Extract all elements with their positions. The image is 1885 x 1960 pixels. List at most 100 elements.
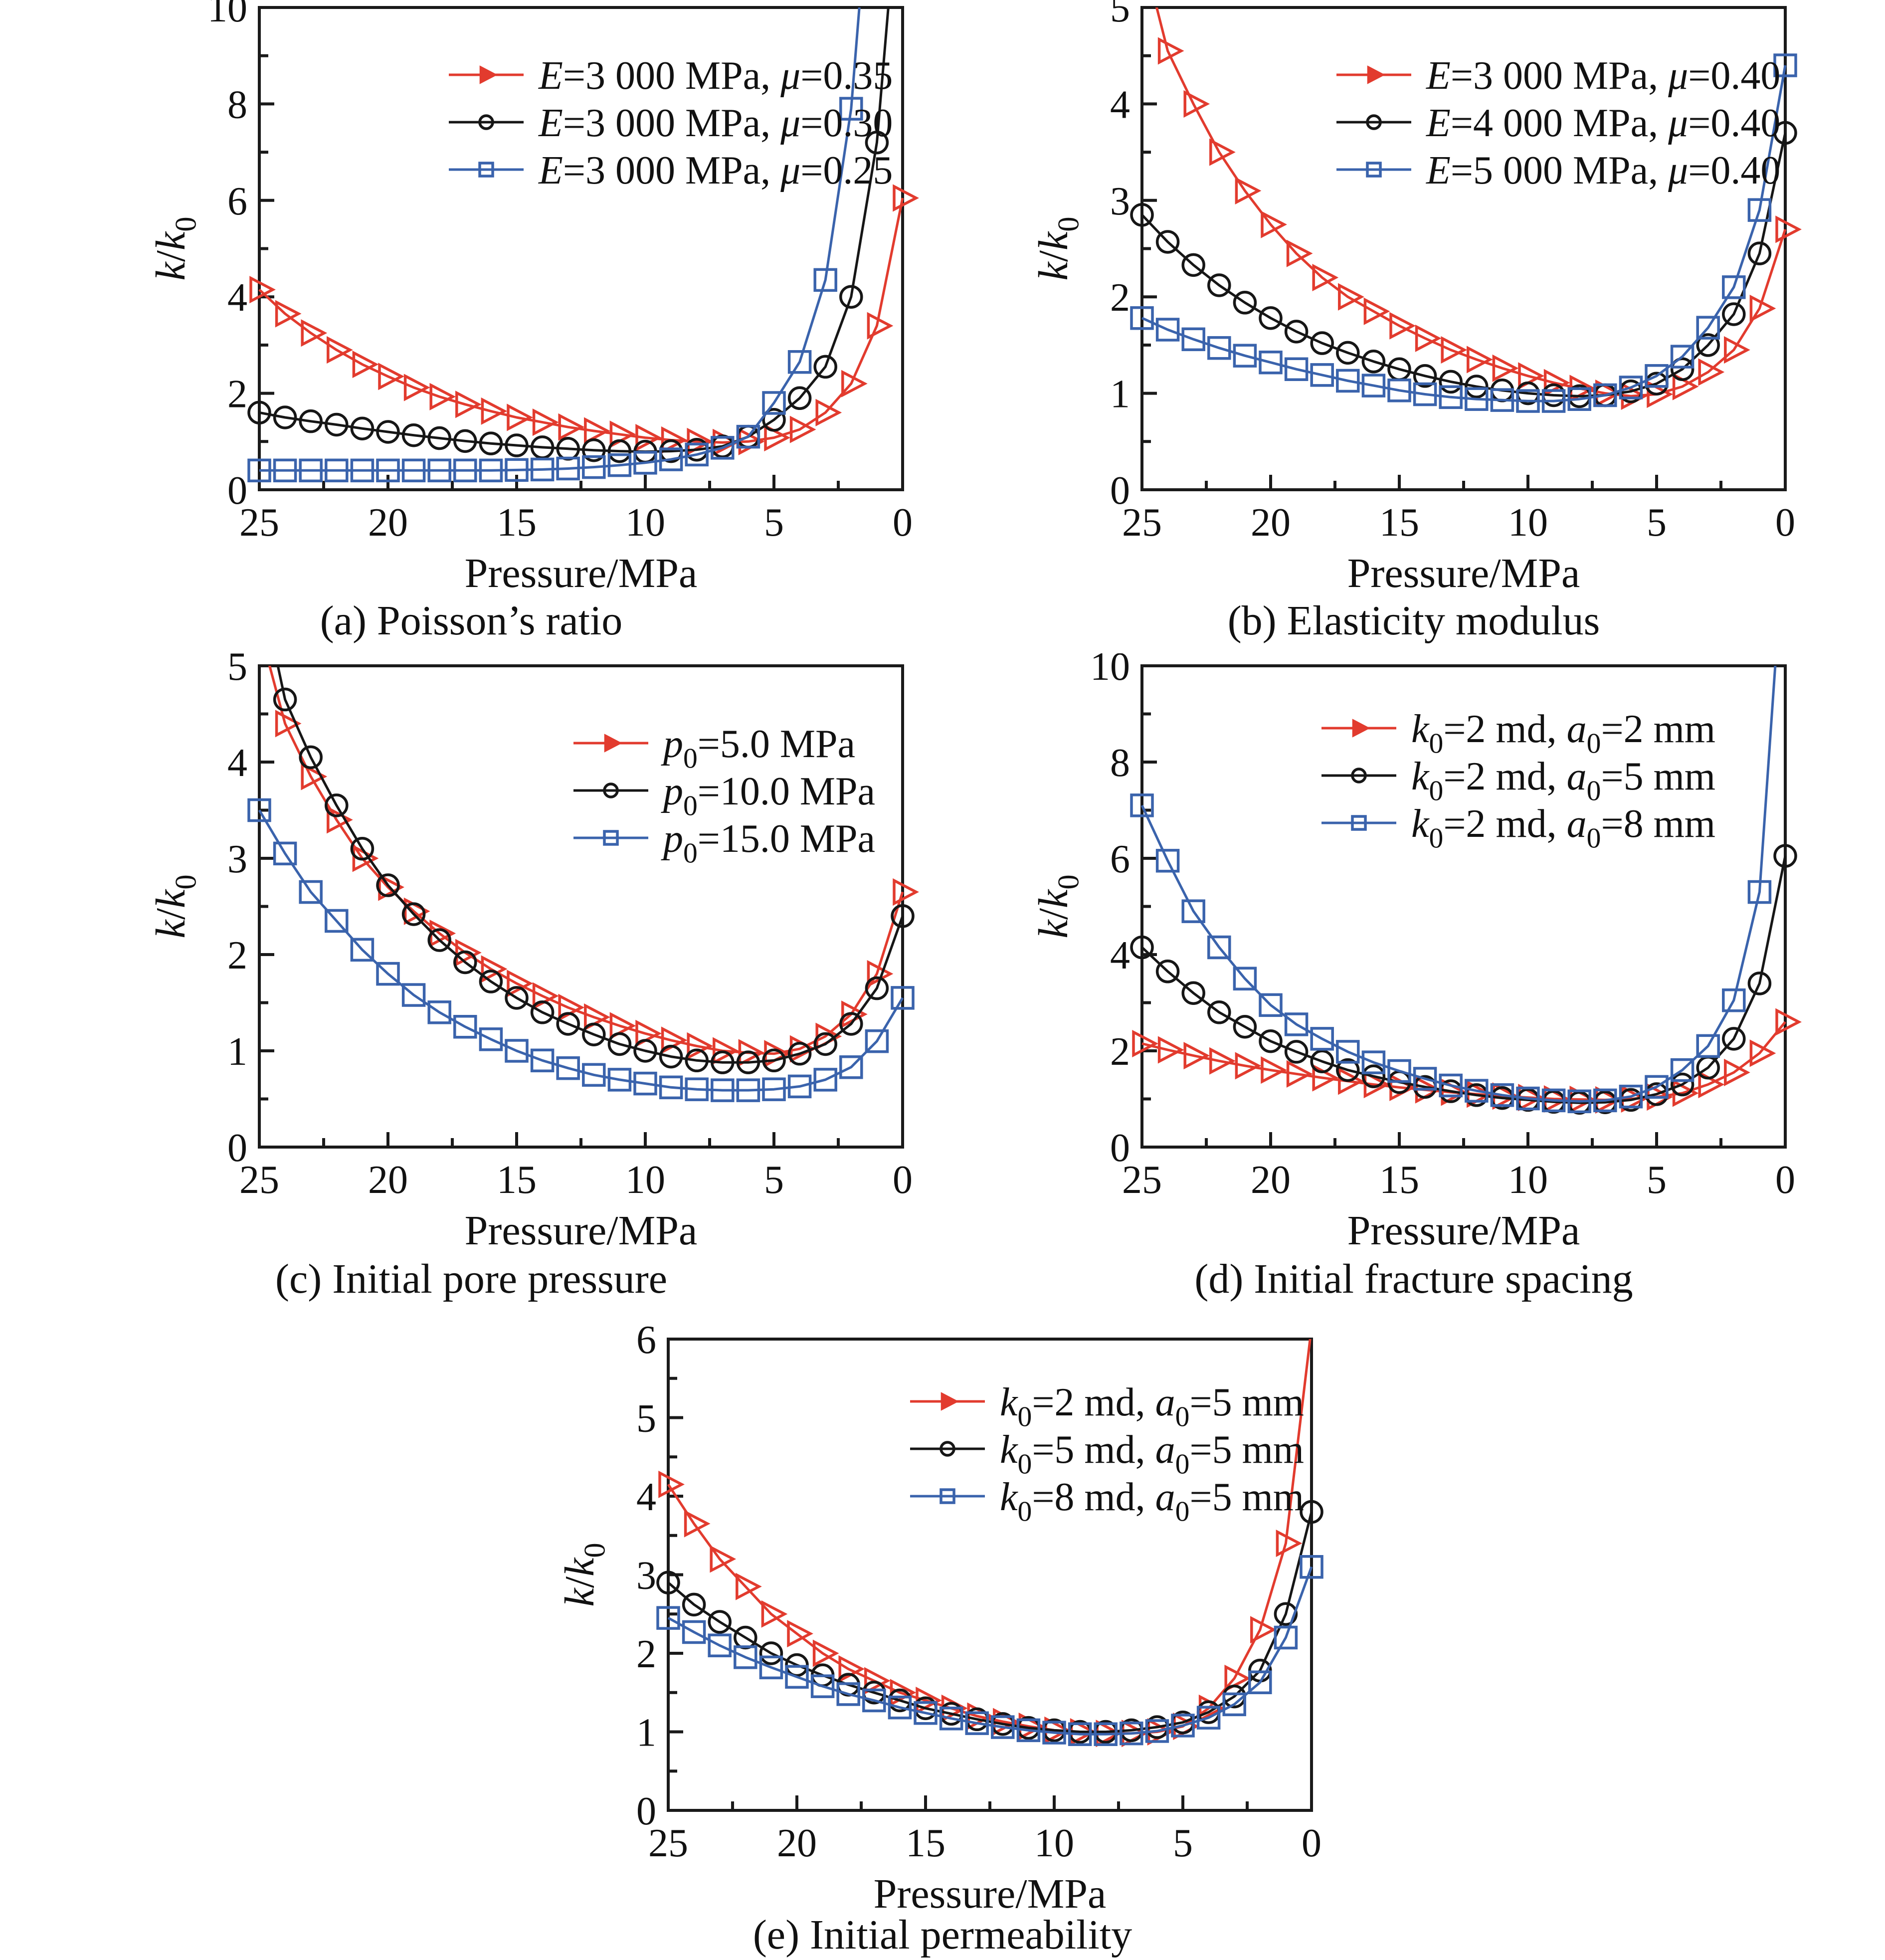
marker-circle — [1439, 370, 1463, 394]
x-tick-label: 0 — [1302, 1821, 1321, 1865]
legend-label: k0=2 md, a0=5 mm — [1411, 755, 1715, 807]
marker-square — [1773, 53, 1797, 77]
marker-triangle-right — [789, 415, 816, 443]
marker-square — [787, 350, 812, 374]
marker-square — [914, 1701, 938, 1725]
marker-circle — [1233, 291, 1257, 315]
marker-square — [1747, 198, 1772, 222]
marker-square — [556, 1056, 580, 1080]
marker-square — [427, 458, 451, 483]
marker-circle — [685, 1048, 709, 1073]
x-tick-label: 5 — [1647, 1158, 1667, 1202]
marker-square — [1387, 379, 1411, 402]
marker-square — [659, 447, 683, 471]
marker-triangle-right — [378, 873, 404, 901]
marker-triangle-right — [327, 336, 353, 364]
marker-circle — [1207, 1000, 1231, 1024]
chart-d-series-blue — [1130, 666, 1777, 1114]
y-tick-label: 0 — [636, 1789, 656, 1833]
marker-square — [1593, 1088, 1617, 1113]
y-tick-label: 4 — [227, 741, 247, 785]
x-axis-label: Pressure/MPa — [1347, 1207, 1580, 1254]
y-tick-label: 4 — [1110, 934, 1130, 978]
marker-circle — [505, 433, 529, 457]
marker-square — [505, 1039, 529, 1063]
marker-circle — [299, 409, 323, 433]
marker-square — [711, 436, 735, 460]
marker-square — [1155, 849, 1180, 873]
y-tick-label: 5 — [227, 653, 247, 689]
marker-circle — [787, 1042, 812, 1066]
marker-triangle-right — [1724, 336, 1750, 364]
marker-triangle-right — [301, 763, 328, 790]
marker-square — [350, 458, 375, 483]
marker-circle — [427, 928, 451, 952]
legend-item: k0=2 md, a0=8 mm — [1321, 802, 1715, 854]
legend-label: k0=5 md, a0=5 mm — [1000, 1428, 1304, 1480]
marker-square — [1516, 1086, 1540, 1111]
y-tick-label: 4 — [227, 276, 247, 320]
series-line — [258, 809, 904, 1092]
marker-circle — [1361, 350, 1386, 374]
series-line — [1141, 855, 1787, 1104]
marker-circle — [401, 423, 426, 447]
caption-a: (a) Poisson’s ratio — [320, 597, 623, 644]
marker-triangle-right — [738, 1039, 765, 1067]
marker-circle — [1670, 357, 1695, 381]
marker-triangle-right — [684, 1510, 711, 1538]
marker-circle — [1155, 960, 1180, 983]
caption-e: (e) Initial permeability — [753, 1912, 1132, 1958]
marker-square — [1516, 389, 1540, 413]
series-line — [258, 197, 904, 444]
marker-triangle-right — [481, 397, 508, 425]
marker-square — [1541, 389, 1566, 413]
marker-triangle-right — [1250, 1616, 1277, 1644]
x-tick-label: 25 — [239, 501, 279, 545]
tick-labels-c: 25 20 15 10 5 0 0 1 2 3 4 5 — [227, 653, 913, 1202]
marker-triangle-right — [893, 878, 919, 906]
legend-label: p0=15.0 MPa — [661, 817, 875, 869]
marker-square — [685, 1077, 709, 1101]
y-tick-label: 6 — [227, 180, 247, 223]
marker-square — [1670, 345, 1695, 369]
marker-square — [1259, 350, 1283, 375]
marker-square — [659, 1075, 683, 1100]
x-tick-label: 10 — [1508, 501, 1548, 545]
marker-triangle-right — [1132, 1029, 1158, 1058]
marker-square — [865, 1029, 889, 1053]
legend-label: k0=2 md, a0=5 mm — [1000, 1380, 1304, 1433]
chart-b: 25 20 15 10 5 0 0 1 2 3 4 5 Pressure/MPa k/k0 E=3 000 … — [1030, 0, 1802, 596]
marker-square — [759, 1655, 783, 1680]
marker-square — [1747, 880, 1772, 904]
marker-triangle-right — [1157, 1036, 1184, 1064]
marker-circle — [682, 1592, 706, 1617]
marker-triangle-right — [584, 417, 610, 445]
y-axis-label: k/k0 — [1030, 216, 1086, 280]
x-tick-label: 20 — [1251, 501, 1291, 545]
marker-circle — [299, 745, 323, 770]
marker-square — [1413, 1067, 1437, 1091]
y-tick-label: 1 — [636, 1711, 656, 1755]
chart-d: 25 20 15 10 5 0 0 2 4 6 8 10 Pressure/MPa k/k0 k0=2 md… — [1030, 653, 1802, 1254]
marker-square — [1490, 388, 1514, 412]
marker-triangle-right — [1775, 215, 1802, 243]
marker-square — [1300, 1555, 1323, 1579]
legend-label: E=3 000 MPa, μ=0.40 — [1426, 54, 1780, 98]
marker-square — [453, 1015, 477, 1039]
marker-circle — [607, 439, 632, 463]
marker-triangle-right — [609, 1012, 636, 1040]
marker-circle — [1361, 1064, 1386, 1088]
marker-triangle-right — [1157, 37, 1184, 65]
marker-triangle-right — [249, 276, 276, 304]
marker-circle — [273, 405, 297, 429]
marker-triangle-right — [604, 734, 622, 753]
marker-circle — [711, 1050, 735, 1074]
marker-square — [376, 962, 400, 986]
y-tick-label: 4 — [1110, 83, 1130, 127]
y-tick-label: 10 — [1090, 653, 1130, 689]
marker-triangle-right — [1183, 1042, 1210, 1070]
marker-circle — [1747, 972, 1772, 995]
marker-triangle-right — [941, 1392, 959, 1411]
